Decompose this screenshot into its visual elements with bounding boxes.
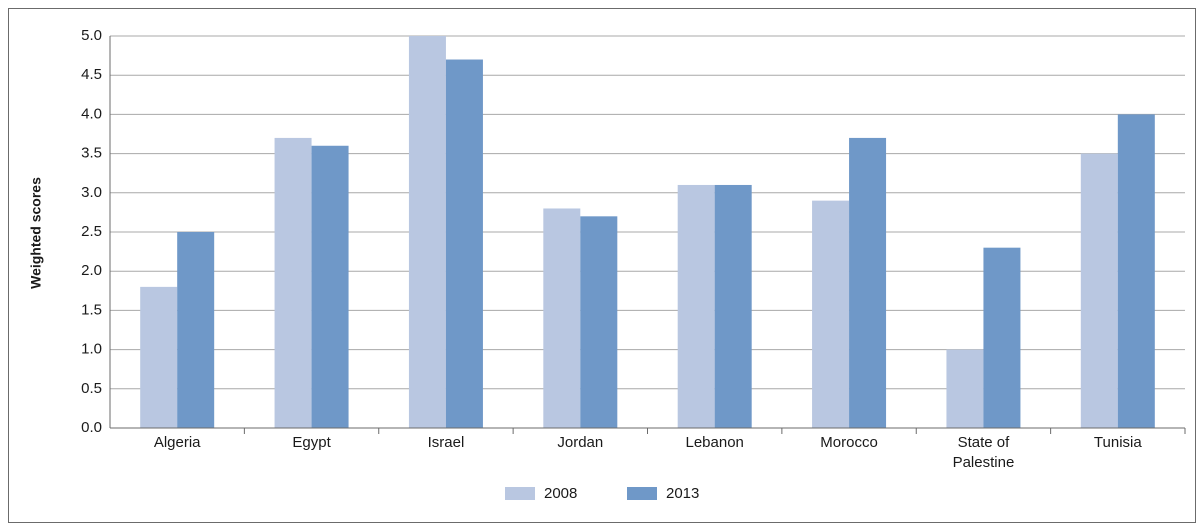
y-tick-label: 4.5: [81, 66, 102, 83]
x-tick-label: Morocco: [820, 434, 878, 451]
x-tick-label: Israel: [428, 434, 465, 451]
bar-2008-state-of-palestine: [946, 349, 984, 428]
y-tick-label: 2.0: [81, 262, 102, 279]
bar-2013-egypt: [311, 145, 349, 428]
bar-2013-algeria: [177, 232, 215, 428]
x-tick-labels: Algeria Egypt Israel Jordan Lebanon Morocco St…: [154, 434, 1143, 471]
y-axis-label: Weighted scores: [28, 177, 44, 289]
x-tick-label-line: Lebanon: [685, 434, 743, 451]
bar-2013-israel: [445, 59, 483, 429]
bar-2013-lebanon: [714, 184, 752, 428]
x-tick-label: Algeria: [154, 434, 201, 451]
x-tick-label-line: Egypt: [292, 434, 331, 451]
y-tick-label: 5.0: [81, 27, 102, 44]
axes: [109, 36, 1186, 434]
x-tick-label: State of Palestine: [953, 434, 1015, 471]
gridlines: [110, 35, 1185, 390]
bar-2008-algeria: [140, 286, 178, 428]
x-tick-label-line: Morocco: [820, 434, 878, 451]
bar-2008-tunisia: [1080, 153, 1118, 428]
y-tick-labels: 0.0 0.5 1.0 1.5 2.0 2.5 3.0 3.5 4.0 4.5 5.0: [81, 27, 102, 436]
y-tick-label: 0.0: [81, 419, 102, 436]
legend: 2008 2013: [505, 485, 699, 502]
bar-2008-egypt: [274, 137, 312, 429]
y-tick-label: 3.5: [81, 145, 102, 162]
y-tick-label: 1.5: [81, 301, 102, 318]
y-tick-label: 3.0: [81, 184, 102, 201]
y-tick-label: 2.5: [81, 223, 102, 240]
x-tick-label-line: Palestine: [953, 454, 1015, 471]
x-tick-label-line: Algeria: [154, 434, 201, 451]
x-tick-label: Lebanon: [685, 434, 743, 451]
bar-2013-tunisia: [1117, 114, 1155, 429]
x-tick-label-line: State of: [958, 434, 1011, 451]
bar-2008-lebanon: [677, 184, 715, 428]
bar-2013-morocco: [849, 137, 887, 429]
x-tick-label-line: Jordan: [557, 434, 603, 451]
x-tick-label-line: Tunisia: [1094, 434, 1142, 451]
y-tick-label: 0.5: [81, 380, 102, 397]
y-tick-label: 4.0: [81, 105, 102, 122]
legend-swatch-2008: [505, 487, 535, 500]
x-tick-label: Egypt: [292, 434, 331, 451]
bar-2013-jordan: [580, 216, 618, 428]
x-tick-label: Jordan: [557, 434, 603, 451]
bars: [140, 36, 1155, 429]
bar-chart: 0.0 0.5 1.0 1.5 2.0 2.5 3.0 3.5 4.0 4.5 5.0 Algeri…: [28, 27, 1186, 502]
bar-2008-israel: [408, 36, 446, 428]
x-tick-label: Tunisia: [1094, 434, 1142, 451]
x-tick-label-line: Israel: [428, 434, 465, 451]
bar-2008-jordan: [543, 208, 581, 428]
legend-swatch-2013: [627, 487, 657, 500]
bar-2013-state-of-palestine: [983, 247, 1021, 428]
legend-label-2008: 2008: [544, 485, 577, 502]
bar-2008-morocco: [812, 200, 850, 428]
y-tick-label: 1.0: [81, 341, 102, 358]
legend-label-2013: 2013: [666, 485, 699, 502]
